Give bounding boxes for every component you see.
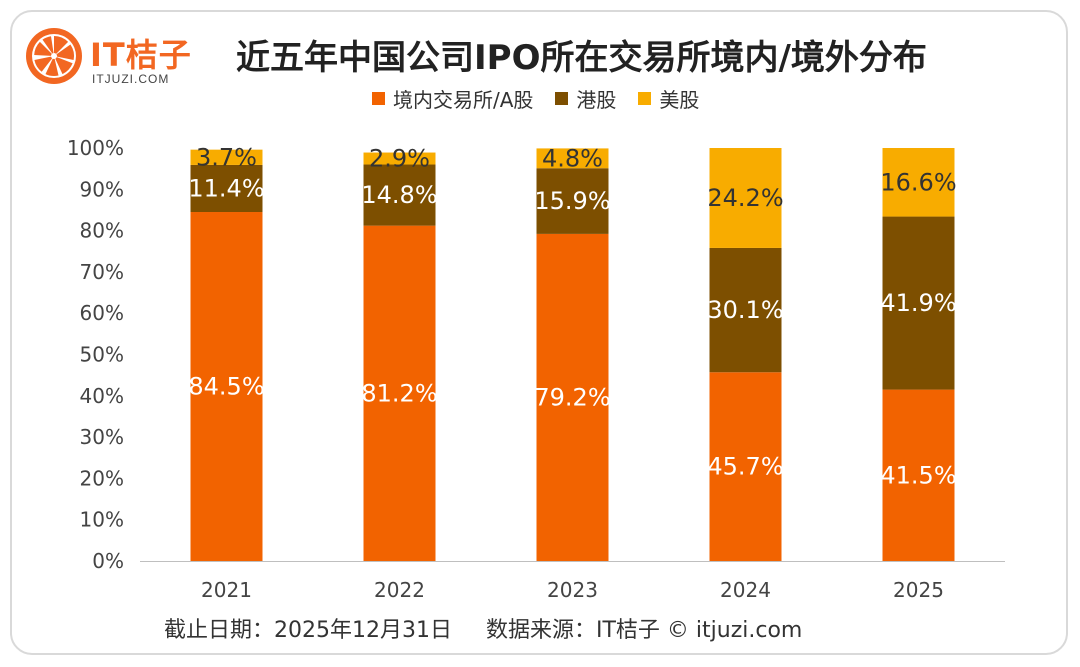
bar-segment — [190, 164, 263, 213]
legend-swatch — [555, 91, 569, 105]
data-label: 45.7% — [707, 453, 783, 481]
data-label: 11.4% — [188, 174, 264, 202]
bar-segment — [363, 225, 436, 562]
data-label: 24.2% — [707, 184, 783, 212]
y-tick-label: 60% — [80, 301, 124, 325]
legend-item-hk: 港股 — [555, 84, 616, 113]
bar-segment — [190, 212, 263, 561]
data-source: 数据来源：IT桔子 © itjuzi.com — [485, 618, 803, 643]
bar-segment — [536, 148, 609, 169]
data-label: 41.9% — [880, 289, 956, 317]
x-tick-label: 2025 — [893, 578, 944, 602]
bar-segment — [363, 152, 436, 165]
cutoff-date: 截止日期：2025年12月31日 — [164, 618, 452, 643]
bar-segment — [709, 148, 782, 248]
x-tick-label: 2023 — [547, 578, 598, 602]
bar-segment — [709, 372, 782, 561]
y-tick-label: 90% — [80, 177, 124, 201]
data-label: 81.2% — [361, 379, 437, 407]
data-label: 3.7% — [196, 143, 257, 171]
legend-swatch — [372, 91, 385, 105]
data-label: 2.9% — [369, 145, 430, 173]
data-label: 15.9% — [534, 187, 610, 215]
legend-label: 港股 — [576, 87, 617, 112]
x-tick-label: 2021 — [201, 578, 252, 602]
y-tick-label: 50% — [80, 343, 124, 367]
legend-swatch — [638, 91, 652, 105]
chart-title: 近五年中国公司IPO所在交易所境内/境外分布 — [236, 38, 927, 78]
data-label: 16.6% — [880, 168, 956, 196]
x-tick-label: 2024 — [720, 578, 771, 602]
bar-segment — [363, 164, 436, 226]
chart-legend: 境内交易所/A股 港股 美股 — [372, 84, 721, 113]
bar-segment — [882, 389, 955, 561]
data-label: 30.1% — [707, 296, 783, 324]
brand-logo: IT桔子 ITJUZI.COM — [24, 26, 234, 96]
y-tick-label: 100% — [67, 136, 124, 160]
y-tick-label: 70% — [80, 260, 124, 284]
y-tick-label: 40% — [80, 384, 124, 408]
legend-item-us: 美股 — [638, 84, 699, 113]
y-tick-label: 20% — [80, 466, 124, 490]
y-tick-label: 0% — [92, 549, 124, 573]
data-label: 4.8% — [542, 144, 603, 172]
y-tick-label: 10% — [80, 508, 124, 532]
data-label: 14.8% — [361, 181, 437, 209]
bar-segment — [709, 247, 782, 373]
bar-segment — [536, 233, 609, 562]
y-tick-label: 30% — [80, 425, 124, 449]
chart-footer: 截止日期：2025年12月31日 数据来源：IT桔子 © itjuzi.com — [164, 612, 836, 644]
bar-segment — [882, 216, 955, 390]
data-label: 41.5% — [880, 461, 956, 489]
data-label: 84.5% — [188, 373, 264, 401]
legend-label: 美股 — [659, 87, 700, 112]
legend-item-a-share: 境内交易所/A股 — [372, 84, 533, 113]
y-tick-label: 80% — [80, 219, 124, 243]
bar-segment — [882, 148, 955, 217]
legend-label: 境内交易所/A股 — [393, 87, 534, 112]
x-tick-label: 2022 — [374, 578, 425, 602]
brand-name: IT桔子 — [90, 36, 192, 74]
orange-slice-icon — [26, 28, 82, 84]
brand-url: ITJUZI.COM — [92, 72, 170, 86]
data-label: 79.2% — [534, 383, 610, 411]
bar-segment — [536, 168, 609, 234]
bar-segment — [190, 149, 263, 165]
